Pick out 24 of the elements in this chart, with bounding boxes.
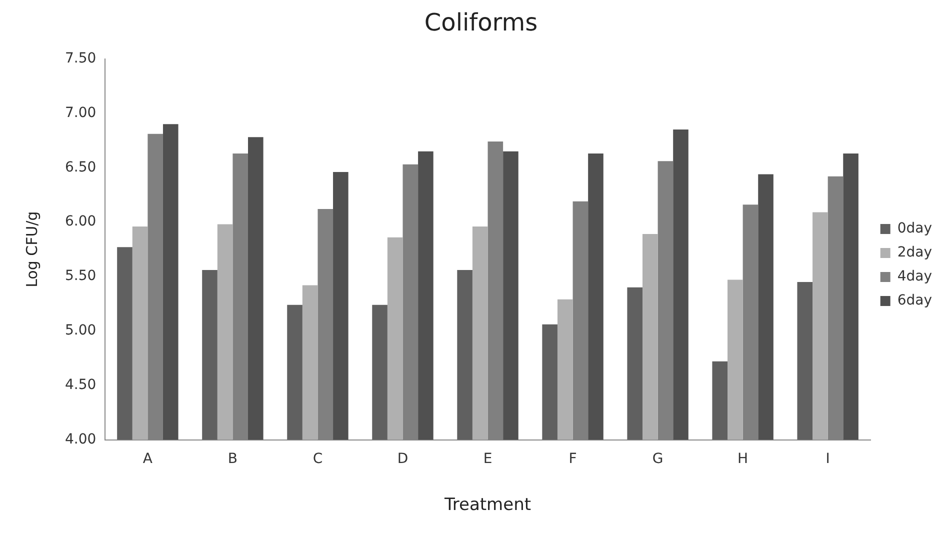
x-tick-label: F [568, 450, 577, 467]
x-tick-label: B [228, 450, 238, 467]
x-tick-label: A [142, 450, 153, 467]
x-tick-label: D [397, 450, 408, 467]
y-tick-label: 4.50 [65, 377, 96, 394]
y-tick-label: 6.50 [65, 159, 96, 176]
y-tick-label: 7.00 [65, 104, 96, 121]
x-tick-label: I [826, 450, 830, 467]
x-tick-label: G [652, 450, 664, 467]
y-tick-label: 5.00 [65, 322, 96, 339]
y-tick-label: 5.50 [65, 268, 96, 284]
y-axis-title: Log CFU/g [22, 211, 41, 288]
x-axis-title: Treatment [444, 495, 532, 516]
legend-label: 2day [897, 244, 932, 261]
legend-label: 4day [897, 268, 932, 285]
x-tick-label: E [483, 450, 492, 467]
legend-label: 6day [897, 292, 932, 309]
x-tick-label: H [738, 450, 748, 467]
chart-title: Coliforms [424, 8, 538, 37]
x-tick-label: C [312, 450, 323, 467]
y-tick-label: 6.00 [65, 214, 96, 230]
legend-label: 0day [897, 220, 932, 237]
y-tick-label: 7.50 [65, 50, 96, 66]
y-tick-label: 4.00 [65, 431, 96, 448]
